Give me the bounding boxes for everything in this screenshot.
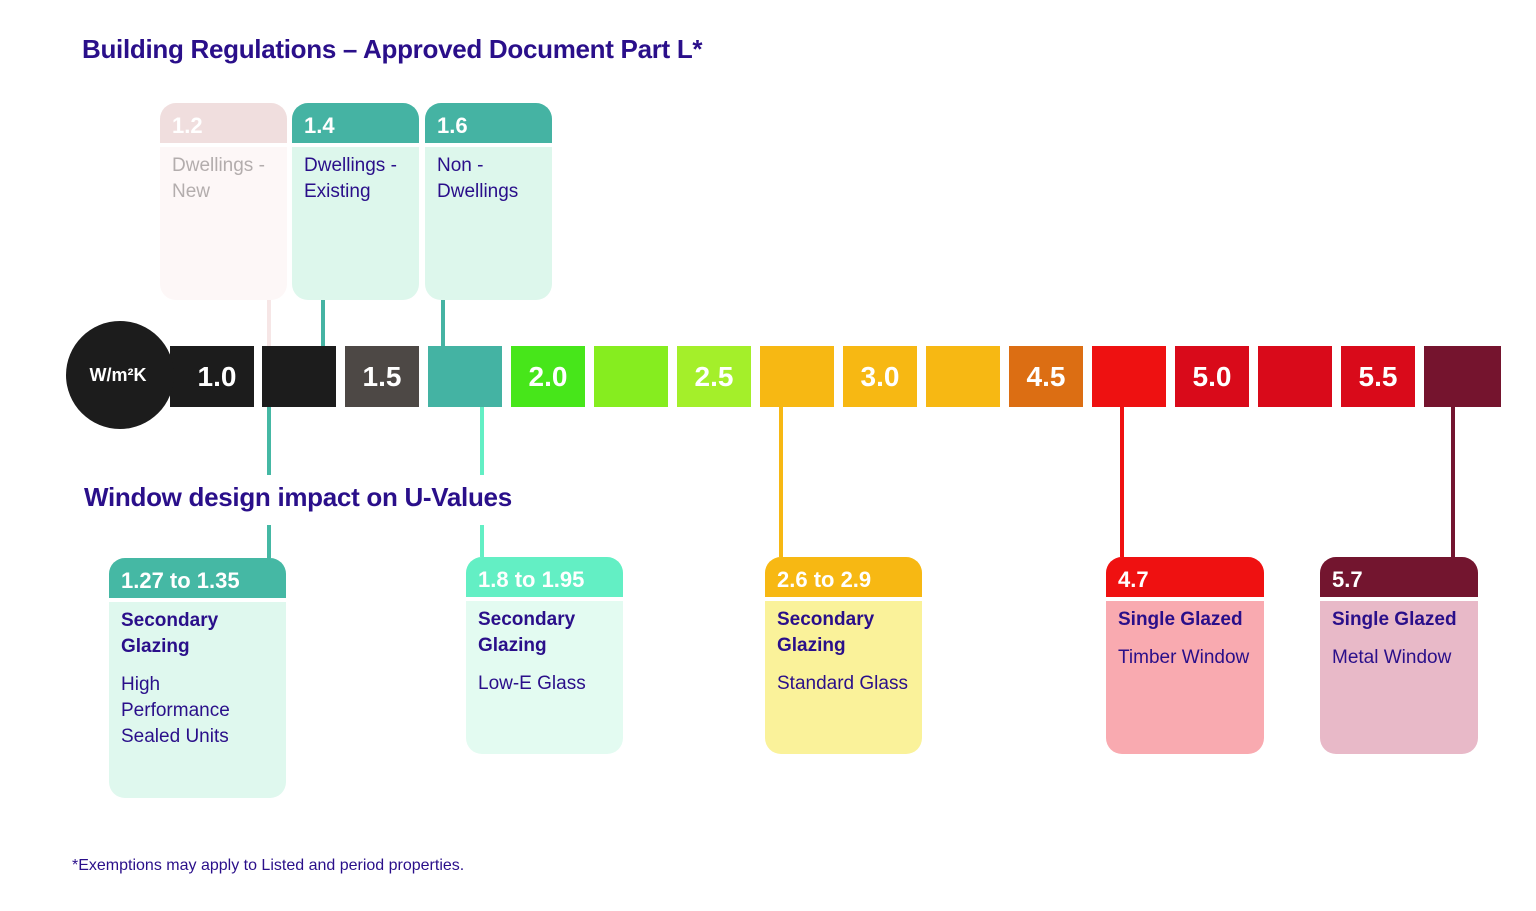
regulation-card: 1.2 Dwellings - New — [160, 103, 287, 300]
window-description: High Performance Sealed Units — [121, 674, 230, 747]
connector-window-2b — [480, 525, 484, 558]
scale-segment — [1258, 346, 1332, 407]
regulation-value: 1.4 — [292, 103, 419, 147]
connector-1-4 — [321, 300, 325, 346]
scale-segment: 2.5 — [677, 346, 751, 407]
window-u-value: 2.6 to 2.9 — [765, 557, 922, 601]
window-card: 5.7 Single Glazed Metal Window — [1320, 557, 1478, 754]
window-glazing-type: Secondary Glazing — [478, 609, 576, 656]
scale-segment — [1092, 346, 1166, 407]
window-u-value: 5.7 — [1320, 557, 1478, 601]
scale-segment: 5.5 — [1341, 346, 1415, 407]
window-u-value: 1.27 to 1.35 — [109, 558, 286, 602]
window-description: Metal Window — [1332, 647, 1452, 668]
window-card: 2.6 to 2.9 Secondary Glazing Standard Gl… — [765, 557, 922, 754]
connector-window-5 — [1451, 407, 1455, 558]
unit-badge: W/m²K — [66, 321, 174, 429]
scale-segment: 2.0 — [511, 346, 585, 407]
window-glazing-type: Secondary Glazing — [121, 610, 219, 657]
scale-segment: 1.5 — [345, 346, 419, 407]
scale-segment — [1424, 346, 1501, 407]
regulation-label: Non - Dwellings — [437, 155, 519, 202]
window-card: 4.7 Single Glazed Timber Window — [1106, 557, 1264, 754]
scale-segment — [262, 346, 336, 407]
window-description: Low-E Glass — [478, 673, 586, 694]
page-title: Building Regulations – Approved Document… — [82, 34, 703, 64]
window-description: Standard Glass — [777, 673, 908, 694]
window-glazing-type: Single Glazed — [1118, 609, 1243, 630]
scale-segment — [760, 346, 834, 407]
scale-segment — [926, 346, 1000, 407]
scale-segment — [594, 346, 668, 407]
regulation-value: 1.2 — [160, 103, 287, 147]
connector-1-6 — [441, 300, 445, 346]
window-description: Timber Window — [1118, 647, 1250, 668]
regulation-card: 1.6 Non - Dwellings — [425, 103, 552, 300]
connector-window-4 — [1120, 407, 1124, 558]
footnote: *Exemptions may apply to Listed and peri… — [72, 857, 465, 874]
connector-window-3 — [779, 407, 783, 558]
window-u-value: 1.8 to 1.95 — [466, 557, 623, 601]
regulation-card: 1.4 Dwellings - Existing — [292, 103, 419, 300]
connector-1-2 — [267, 300, 271, 346]
window-card: 1.8 to 1.95 Secondary Glazing Low-E Glas… — [466, 557, 623, 754]
section-subtitle: Window design impact on U-Values — [84, 482, 512, 512]
window-u-value: 4.7 — [1106, 557, 1264, 601]
connector-window-1b — [267, 525, 271, 558]
window-glazing-type: Single Glazed — [1332, 609, 1457, 630]
window-card: 1.27 to 1.35 Secondary Glazing High Perf… — [109, 558, 286, 798]
connector-window-2a — [480, 407, 484, 475]
scale-segment: 5.0 — [1175, 346, 1249, 407]
regulation-value: 1.6 — [425, 103, 552, 147]
scale-segment — [428, 346, 502, 407]
connector-window-1a — [267, 407, 271, 475]
scale-segment: 1.0 — [180, 346, 254, 407]
scale-segment: 3.0 — [843, 346, 917, 407]
window-glazing-type: Secondary Glazing — [777, 609, 875, 656]
regulation-label: Dwellings - New — [172, 155, 265, 202]
regulation-label: Dwellings - Existing — [304, 155, 397, 202]
scale-segment: 4.5 — [1009, 346, 1083, 407]
